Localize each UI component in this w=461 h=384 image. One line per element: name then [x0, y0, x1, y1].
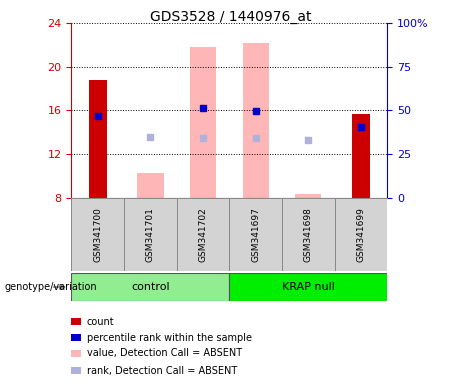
Text: count: count [87, 317, 114, 327]
Text: GSM341697: GSM341697 [251, 207, 260, 262]
Bar [229, 198, 282, 271]
Text: KRAP null: KRAP null [282, 282, 335, 292]
Text: GSM341700: GSM341700 [93, 207, 102, 262]
Bar [295, 194, 321, 198]
Bar [137, 173, 164, 198]
Bar [352, 114, 370, 198]
Bar [190, 47, 216, 198]
Bar [89, 80, 107, 198]
Bar [71, 273, 230, 301]
Text: GSM341701: GSM341701 [146, 207, 155, 262]
Bar [282, 198, 335, 271]
Text: GDS3528 / 1440976_at: GDS3528 / 1440976_at [150, 10, 311, 23]
Bar [71, 367, 81, 374]
Bar [71, 334, 81, 341]
Bar [335, 198, 387, 271]
Text: genotype/variation: genotype/variation [5, 282, 97, 292]
Text: percentile rank within the sample: percentile rank within the sample [87, 333, 252, 343]
Text: GSM341698: GSM341698 [304, 207, 313, 262]
Bar [229, 273, 387, 301]
Bar [242, 43, 269, 198]
Bar [71, 318, 81, 326]
Text: GSM341702: GSM341702 [199, 207, 207, 262]
Text: rank, Detection Call = ABSENT: rank, Detection Call = ABSENT [87, 366, 237, 376]
Text: control: control [131, 282, 170, 292]
Bar [177, 198, 229, 271]
Bar [124, 198, 177, 271]
Bar [71, 349, 81, 357]
Bar [71, 198, 124, 271]
Text: GSM341699: GSM341699 [356, 207, 366, 262]
Text: value, Detection Call = ABSENT: value, Detection Call = ABSENT [87, 348, 242, 358]
